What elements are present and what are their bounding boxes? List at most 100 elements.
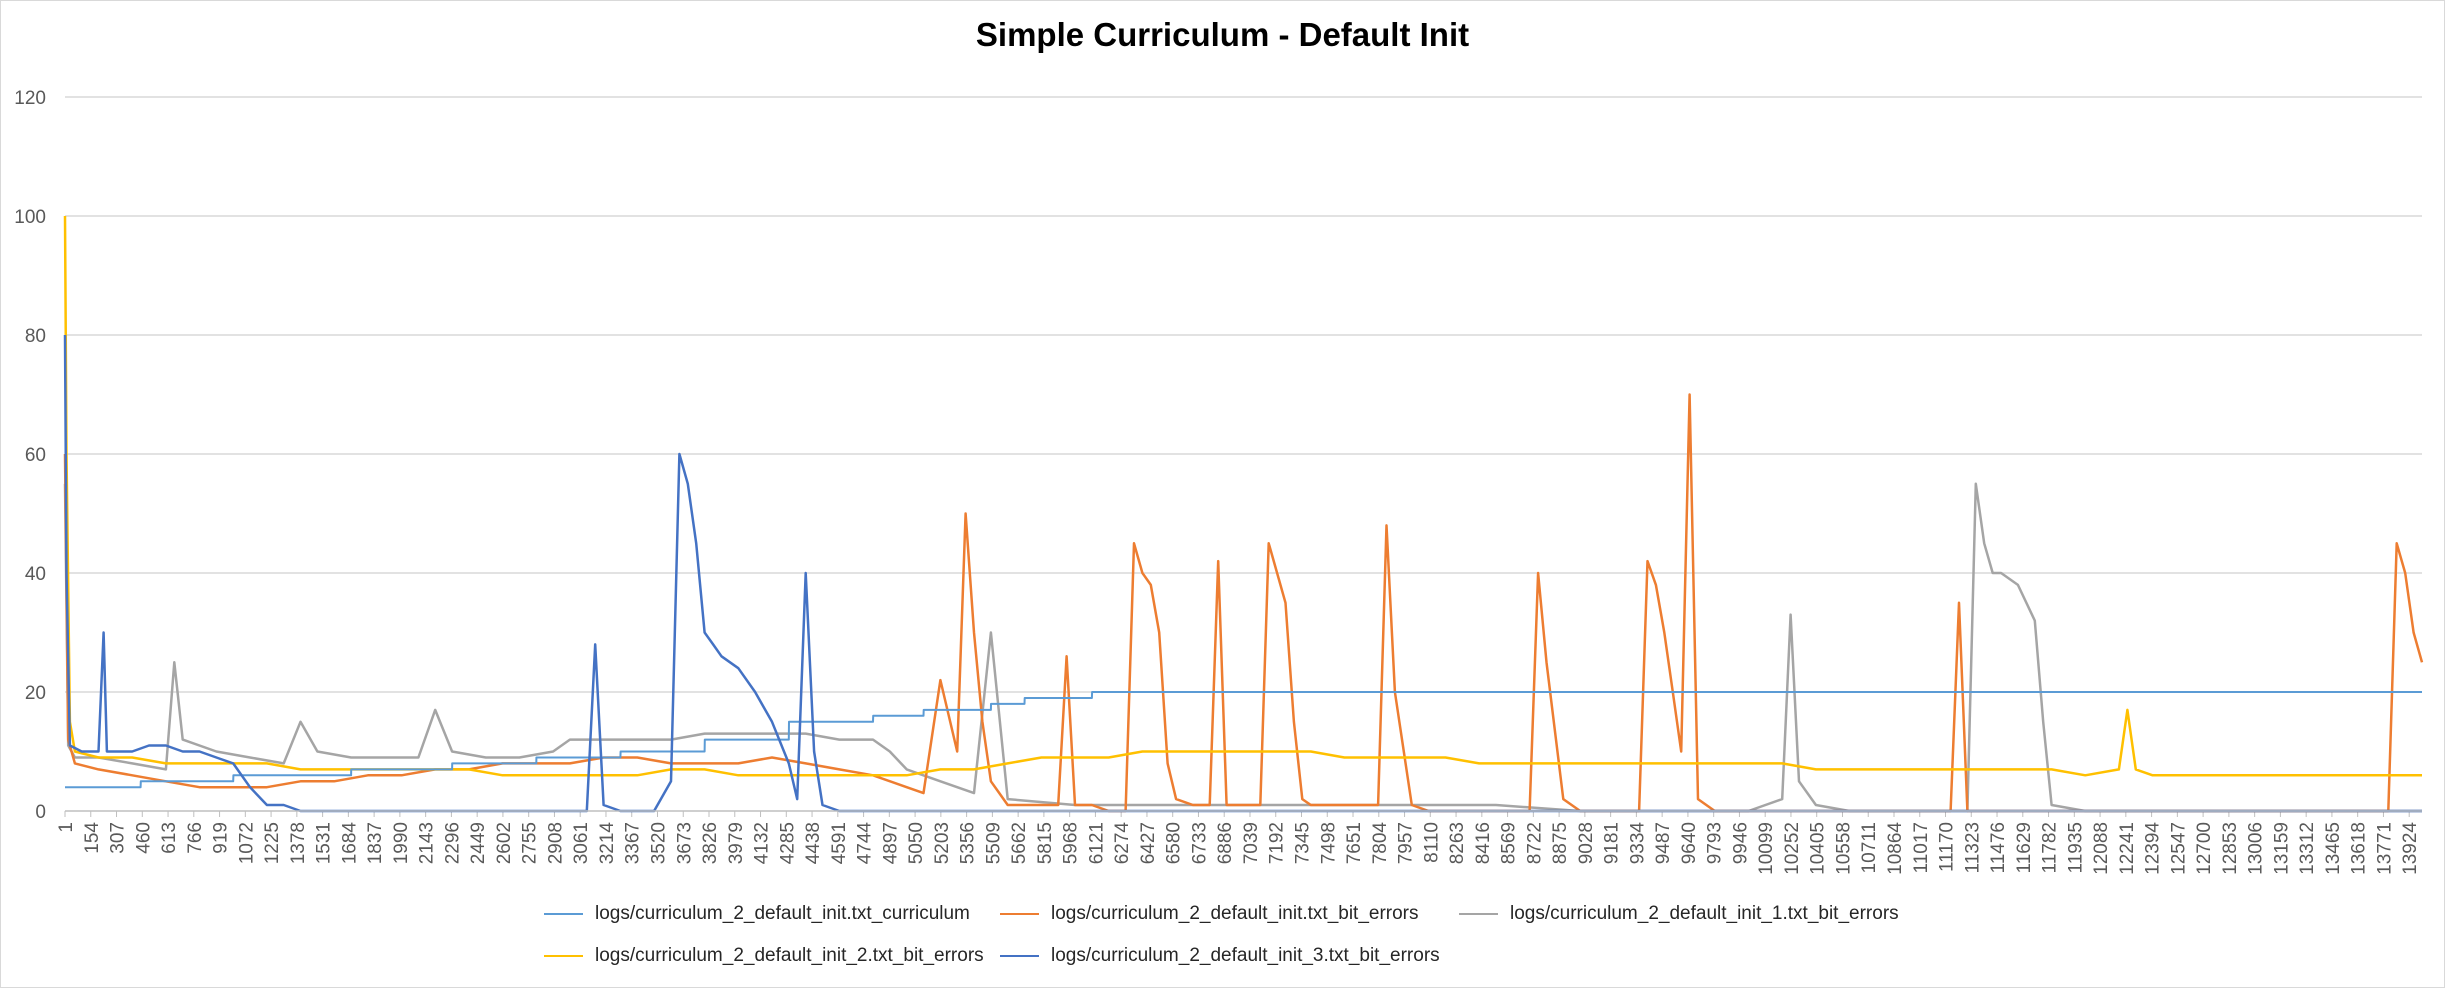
x-tick-label: 12088 [2091, 822, 2112, 875]
x-tick-label: 1 [56, 822, 77, 833]
legend-swatch-default-init-1 [1459, 913, 1498, 915]
legend-swatch-default-init [1000, 913, 1039, 915]
x-tick-label: 6121 [1086, 822, 1107, 864]
x-tick-label: 3673 [674, 822, 695, 864]
x-tick-label: 7498 [1318, 822, 1339, 864]
x-tick-label: 1225 [262, 822, 283, 864]
series-line-0 [65, 691, 2422, 789]
x-tick-label: 7804 [1370, 822, 1391, 865]
x-tick-label: 12853 [2220, 822, 2241, 875]
x-tick-label: 4591 [829, 822, 850, 864]
x-tick-label: 10864 [1885, 822, 1906, 875]
legend-row-1: logs/curriculum_2_default_init.txt_curri… [0, 894, 2445, 934]
x-tick-label: 613 [159, 822, 180, 854]
legend-swatch-default-init-3 [1000, 955, 1039, 957]
legend-label-default-init-3: logs/curriculum_2_default_init_3.txt_bit… [1051, 945, 1440, 966]
x-tick-label: 919 [211, 822, 232, 854]
x-tick-label: 1837 [365, 822, 386, 864]
x-tick-label: 9793 [1705, 822, 1726, 864]
x-tick-label: 5356 [958, 822, 979, 864]
x-tick-label: 8110 [1421, 822, 1442, 863]
y-tick-label: 40 [25, 564, 46, 585]
x-tick-label: 4132 [752, 822, 773, 864]
x-tick-label: 13771 [2374, 822, 2395, 875]
x-tick-label: 4438 [803, 822, 824, 864]
x-tick-label: 5050 [906, 822, 927, 864]
x-tick-label: 13159 [2271, 822, 2292, 875]
x-tick-label: 5662 [1009, 822, 1030, 864]
x-tick-label: 1684 [339, 822, 360, 865]
x-tick-label: 8416 [1473, 822, 1494, 864]
legend-label-default-init-2: logs/curriculum_2_default_init_2.txt_bit… [595, 945, 984, 966]
x-tick-label: 1990 [391, 822, 412, 864]
y-axis-labels: 0 20 40 60 80 100 120 [14, 88, 46, 823]
x-tick-label: 3826 [700, 822, 721, 864]
x-tick-label: 307 [108, 822, 129, 854]
series-lines [63, 215, 2424, 813]
x-tick-label: 12547 [2168, 822, 2189, 875]
x-axis-labels: 1 154 307 460 613 766 919 1072 1225 1378 1531 1684 1… [56, 811, 2421, 875]
x-tick-label: 4897 [880, 822, 901, 864]
x-tick-label: 7345 [1293, 822, 1314, 864]
x-tick-label: 6580 [1164, 822, 1185, 864]
legend-item-curriculum: logs/curriculum_2_default_init.txt_curri… [544, 894, 970, 934]
x-tick-label: 1531 [314, 822, 335, 864]
x-tick-label: 9487 [1653, 822, 1674, 864]
x-tick-label: 3979 [726, 822, 747, 864]
gridlines [65, 96, 2422, 693]
x-tick-label: 3520 [648, 822, 669, 864]
x-tick-label: 10252 [1782, 822, 1803, 875]
x-tick-label: 7039 [1241, 822, 1262, 864]
x-tick-label: 5968 [1061, 822, 1082, 864]
x-tick-label: 3061 [571, 822, 592, 864]
x-tick-label: 766 [185, 822, 206, 854]
legend-label-default-init-1: logs/curriculum_2_default_init_1.txt_bit… [1510, 903, 1899, 924]
y-tick-label: 20 [25, 683, 46, 704]
x-tick-label: 2449 [468, 822, 489, 864]
legend-item-default-init-2: logs/curriculum_2_default_init_2.txt_bit… [544, 936, 984, 976]
x-tick-label: 8263 [1447, 822, 1468, 864]
x-tick-label: 11935 [2065, 822, 2086, 873]
legend-swatch-curriculum [544, 913, 583, 915]
x-tick-label: 3367 [623, 822, 644, 864]
series-line-1 [63, 393, 2424, 813]
x-tick-label: 1072 [236, 822, 257, 864]
x-tick-label: 5815 [1035, 822, 1056, 864]
x-tick-label: 12700 [2194, 822, 2215, 875]
legend-swatch-default-init-2 [544, 955, 583, 957]
series-line-2 [63, 482, 2422, 813]
legend-item-default-init-1: logs/curriculum_2_default_init_1.txt_bit… [1459, 894, 1899, 934]
x-tick-label: 13006 [2246, 822, 2267, 875]
x-tick-label: 10099 [1756, 822, 1777, 875]
x-tick-label: 8875 [1550, 822, 1571, 864]
x-tick-label: 5203 [932, 822, 953, 864]
x-tick-label: 12394 [2143, 822, 2164, 875]
x-tick-label: 9640 [1679, 822, 1700, 864]
x-tick-label: 12241 [2117, 822, 2138, 875]
x-tick-label: 4744 [855, 822, 876, 865]
x-tick-label: 11476 [1988, 822, 2009, 873]
x-tick-label: 1378 [288, 822, 309, 864]
legend-label-default-init: logs/curriculum_2_default_init.txt_bit_e… [1051, 903, 1419, 924]
x-tick-label: 4285 [777, 822, 798, 864]
x-tick-label: 10558 [1833, 822, 1854, 875]
x-tick-label: 6427 [1138, 822, 1159, 864]
x-tick-label: 10711 [1859, 822, 1880, 873]
x-tick-label: 3214 [597, 822, 618, 865]
x-tick-label: 5509 [983, 822, 1004, 864]
legend-item-default-init-3: logs/curriculum_2_default_init_3.txt_bit… [1000, 936, 1440, 976]
x-tick-label: 2143 [417, 822, 438, 864]
x-tick-label: 9946 [1730, 822, 1751, 864]
x-tick-label: 11782 [2040, 822, 2061, 873]
x-tick-label: 7957 [1396, 822, 1417, 864]
x-tick-label: 9028 [1576, 822, 1597, 864]
x-tick-label: 2296 [442, 822, 463, 864]
chart-title: Simple Curriculum - Default Init [975, 16, 1470, 53]
x-tick-label: 2908 [545, 822, 566, 864]
y-tick-label: 100 [14, 207, 46, 228]
x-tick-label: 13312 [2297, 822, 2318, 875]
y-tick-label: 0 [35, 802, 46, 823]
legend-row-2: logs/curriculum_2_default_init_2.txt_bit… [0, 936, 2445, 976]
x-tick-label: 2602 [494, 822, 515, 864]
x-tick-label: 11323 [1962, 822, 1983, 873]
